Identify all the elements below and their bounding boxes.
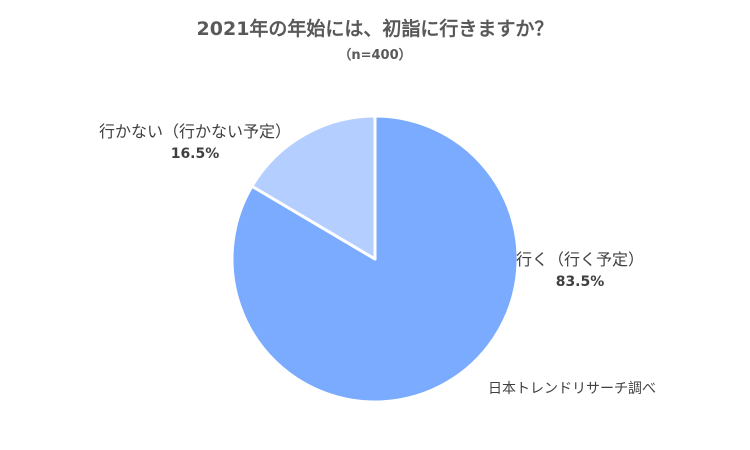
slice-label-name: 行かない（行かない予定） bbox=[98, 122, 291, 141]
chart-title: 2021年の年始には、初詣に行きますか？ bbox=[196, 18, 554, 40]
pie-slice-not-go bbox=[250, 114, 377, 261]
slice-label-go: 行く（行く予定） 83.5% bbox=[505, 246, 655, 290]
slice-label-not-go: 行かない（行かない予定） 16.5% bbox=[90, 118, 300, 162]
slice-label-name: 行く（行く予定） bbox=[515, 250, 644, 269]
source-note: 日本トレンドリサーチ調べ bbox=[488, 381, 656, 397]
chart-subtitle: （n=400） bbox=[338, 48, 412, 63]
slice-label-value: 83.5% bbox=[555, 274, 605, 290]
slice-label-value: 16.5% bbox=[170, 146, 220, 162]
